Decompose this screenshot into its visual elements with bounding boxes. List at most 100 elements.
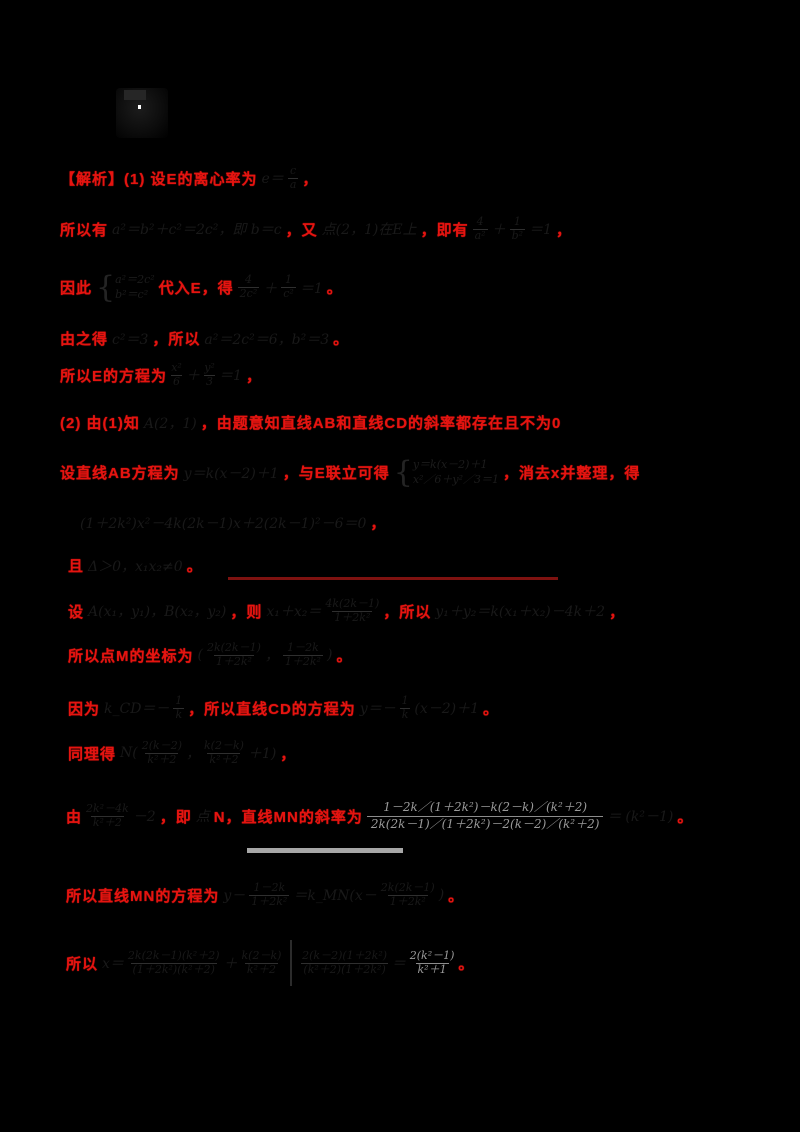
numerator: 2k²－4k [86,802,129,816]
formula: ＋ [491,222,506,239]
denominator: 1＋2k² [249,894,290,908]
red-text: 由之得 [60,331,109,348]
faint-figure [116,88,168,138]
formula: ， [185,746,200,763]
formula: y＝－ [359,701,396,718]
red-text: 设 [68,603,85,621]
formula: c²＝3 [112,331,149,348]
denominator: a² [472,228,488,242]
formula: ) [438,887,445,904]
red-text: 所以E的方程为 [60,367,168,385]
solution-line: 由之得 c²＝3 ，所以 a²＝2c²＝6，b²＝3 。 [60,328,349,349]
denominator: (k²＋2)(1＋2k²) [301,962,388,976]
equation-system: { a²＝2c² b²＝c² [96,270,155,305]
red-text: 所以有 [60,221,109,239]
numerator: 1 [175,694,183,707]
fraction: y² 3 [204,361,216,388]
formula: ＋1) [247,746,277,763]
numerator: 1 [401,694,409,707]
denominator: 3 [204,374,216,388]
red-text: 。 [326,280,343,297]
light-fraction-bar [247,848,403,853]
numerator: k(2－k) [203,739,244,752]
red-text: 。 [458,955,475,973]
numerator: 1－2k [253,881,286,894]
red-text: 由 [66,808,83,826]
formula: Δ＞0，x₁x₂≠0 [88,558,183,575]
system-row: y＝k(x－2)＋1 [412,458,488,472]
fraction: 1 b² [509,215,526,242]
denominator: c² [281,287,296,300]
fraction: 2k²－4k k²＋2 [86,803,129,829]
red-text: ，消去x并整理，得 [503,465,641,482]
formula: ＝1 [529,222,552,239]
solution-line: 设 A(x₁，y₁)，B(x₂，y₂) ，则 x₁＋x₂＝ 4k(2k－1) 1… [68,597,626,624]
numerator: k(2－k) [241,948,282,962]
red-text: 所以点M的坐标为 [68,647,194,665]
solution-line: 因此 { a²＝2c² b²＝c² 代入E，得 4 2c² ＋ 1 c² ＝1 … [60,270,343,305]
formula: (x－2)＋1 [414,701,480,718]
figure-smudge [124,90,146,100]
denominator: 1＋2k² [387,894,428,908]
fraction: k(2－k) k²＋2 [203,739,244,766]
numerator: 2(k－2) [141,739,182,752]
red-text: ，又 [285,221,318,239]
red-text: ，所以 [383,603,432,621]
red-text: ，即有 [420,221,469,239]
solution-line: 由 2k²－4k k²＋2 －2 ，即 点 N，直线MN的斜率为 1－2k／(1… [66,800,693,833]
red-text: ，所以直线CD的方程为 [188,700,356,718]
red-text: ，由题意知直线AB和直线CD的斜率都存在且不为0 [200,415,562,432]
fraction: 2k(2k－1)(k²＋2) (1＋2k²)(k²＋2) [128,949,220,976]
red-text: ， [280,745,297,763]
denominator: 1＋2k² [213,654,254,668]
formula: x₁＋x₂＝ [266,604,322,621]
numerator: 1－2k [287,641,319,654]
solution-line: 因为 k_CD＝－ 1 k ，所以直线CD的方程为 y＝－ 1 k (x－2)＋… [68,694,500,721]
formula: ＝1 [219,368,242,385]
red-text: ，与E联立可得 [282,465,390,482]
red-text: ， [609,603,626,621]
solution-line: 且 Δ＞0，x₁x₂≠0 。 [68,555,203,576]
denominator: k [399,707,411,721]
fraction: 2k(2k－1) 1＋2k² [207,641,261,668]
denominator: 2c² [237,287,260,300]
red-text: (2) 由(1)知 [60,415,140,432]
fraction: 2(k－2)(1＋2k²) (k²＋2)(1＋2k²) [301,948,388,976]
red-text: ，即 [159,808,192,826]
red-text: 。 [333,331,350,348]
formula: N( [120,745,138,762]
brace-icon: { [96,270,116,305]
denominator: (1＋2k²)(k²＋2) [130,962,217,976]
equation-system: { y＝k(x－2)＋1 x²／6＋y²／3＝1 [394,455,499,490]
red-text: 。 [483,700,500,718]
solution-line: 所以有 a²＝b²＋c²＝2c²，即 b＝c ，又 点(2，1)在E上 ，即有 … [60,215,572,242]
red-text: ，所以 [152,331,201,348]
numerator: x² [171,361,182,374]
formula: ＝1 [299,280,323,297]
formula: x＝ [102,956,124,972]
fraction: 4 2c² [237,274,260,300]
fraction: x² 6 [171,361,183,388]
formula: A(x₁，y₁)，B(x₂，y₂) [88,604,227,621]
denominator: k²＋2 [244,962,278,976]
fraction: c a [287,164,299,191]
numerator: 2(k²－1) [409,948,455,962]
figure-highlight-dot [138,105,141,109]
formula: ＝ [607,809,622,826]
denominator: 1＋2k² [332,610,373,624]
fraction: 1 k [399,694,411,721]
fraction: 1 k [173,694,185,721]
numerator: 1 [285,273,293,287]
solution-line: 所以点M的坐标为 ( 2k(2k－1) 1＋2k² ， 1－2k 1＋2k² )… [68,641,352,668]
numerator: 1 [513,215,521,228]
fraction: 1－2k 1＋2k² [249,881,290,908]
solution-line: 设直线AB方程为 y＝k(x－2)＋1 ，与E联立可得 { y＝k(x－2)＋1… [60,455,640,490]
solution-line: (2) 由(1)知 A(2，1) ，由题意知直线AB和直线CD的斜率都存在且不为… [60,412,561,433]
formula: (1＋2k²)x²－4k(2k－1)x＋2(2k－1)²－6＝0 [80,515,367,532]
formula: A(2，1) [143,415,197,432]
numerator: c [290,164,297,177]
numerator: 2(k－2)(1＋2k²) [302,948,388,962]
red-text: 代入E，得 [158,280,234,297]
red-text: 所以直线MN的方程为 [66,887,220,905]
formula: y－ [223,888,246,905]
